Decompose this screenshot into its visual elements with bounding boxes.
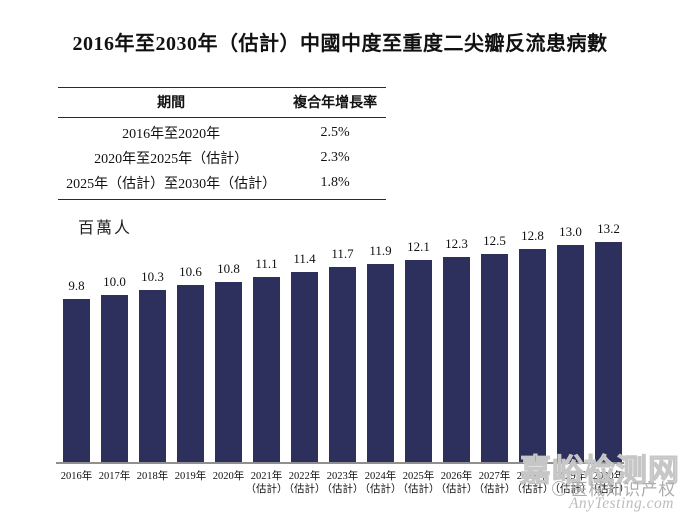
x-axis-estimate-note: （估計）	[321, 484, 364, 495]
cagr-cell: 2.5%	[320, 125, 350, 140]
x-axis-label: 2025年 （估計）	[398, 470, 440, 496]
bar-value-label: 13.0	[559, 224, 582, 239]
x-axis-year: 2024年	[364, 471, 397, 482]
bar-2025年	[405, 260, 432, 462]
bar-value-label: 12.5	[483, 233, 506, 248]
x-axis-label: 2018年	[137, 470, 169, 483]
cagr-table: 期間 複合年增長率 2016年至2020年 2.5% 2020年至2025年（估計）…	[58, 87, 386, 200]
x-axis-estimate-note: （估計）	[283, 484, 326, 495]
cagr-cell: 2.3%	[320, 150, 350, 165]
y-axis-unit-label: 百萬人	[78, 220, 133, 237]
bar-2018年	[139, 290, 166, 462]
bar-2028年	[519, 249, 546, 462]
x-axis-year: 2017年	[98, 471, 131, 482]
bar-2027年	[481, 254, 508, 462]
bar-value-label: 10.3	[141, 269, 164, 284]
x-axis-estimate-note: （估計）	[587, 484, 630, 495]
bar-value-label: 11.9	[369, 243, 392, 258]
cagr-table-header-row: 期間 複合年增長率	[58, 87, 386, 118]
bar-value-label: 9.8	[68, 278, 85, 293]
x-axis-label: 2017年	[99, 470, 131, 483]
bar-value-label: 13.2	[597, 221, 620, 236]
x-axis-estimate-note: （估計）	[397, 484, 440, 495]
bar-2021年	[253, 277, 280, 462]
bar-2026年	[443, 257, 470, 462]
cagr-table-row: 2025年（估計）至2030年（估計） 1.8%	[58, 171, 386, 200]
x-axis-label: 2016年	[61, 470, 93, 483]
x-axis-year: 2029年	[554, 471, 587, 482]
bar-2022年	[291, 272, 318, 462]
x-axis-label: 2024年 （估計）	[360, 470, 402, 496]
bar-2029年	[557, 245, 584, 462]
bar-2024年	[367, 264, 394, 462]
x-axis-year: 2018年	[136, 471, 169, 482]
x-axis-label: 2023年 （估計）	[322, 470, 364, 496]
x-axis-year: 2020年	[212, 471, 245, 482]
bar-value-label: 12.8	[521, 228, 544, 243]
bar-value-label: 11.4	[293, 251, 316, 266]
bar-2023年	[329, 267, 356, 462]
bar-2019年	[177, 285, 204, 462]
x-axis-estimate-note: （估計）	[359, 484, 402, 495]
x-axis-label: 2022年 （估計）	[284, 470, 326, 496]
x-axis-year: 2022年	[288, 471, 321, 482]
cagr-table-body: 2016年至2020年 2.5% 2020年至2025年（估計） 2.3% 2025年（…	[58, 118, 386, 200]
period-cell: 2020年至2025年（估計）	[94, 152, 249, 167]
x-axis-year: 2025年	[402, 471, 435, 482]
x-axis-year: 2028年	[516, 471, 549, 482]
x-axis-estimate-note: （估計）	[549, 484, 592, 495]
x-axis-label: 2019年	[175, 470, 207, 483]
bar-value-label: 10.8	[217, 261, 240, 276]
period-column-header: 期間	[157, 96, 186, 111]
bar-2017年	[101, 295, 128, 462]
x-axis-label: 2021年 （估計）	[246, 470, 288, 496]
x-axis-label: 2029年 （估計）	[550, 470, 592, 496]
x-axis-label: 2030年 （估計）	[588, 470, 630, 496]
x-axis-label: 2027年 （估計）	[474, 470, 516, 496]
x-axis-year: 2021年	[250, 471, 283, 482]
bar-value-label: 10.0	[103, 274, 126, 289]
x-axis-label: 2026年 （估計）	[436, 470, 478, 496]
x-axis-estimate-note: （估計）	[511, 484, 554, 495]
page-title: 2016年至2030年（估計）中國中度至重度二尖瓣反流患病數	[72, 33, 608, 55]
bar-2016年	[63, 299, 90, 462]
x-axis-year: 2019年	[174, 471, 207, 482]
bar-value-label: 12.3	[445, 236, 468, 251]
bar-value-label: 12.1	[407, 239, 430, 254]
period-cell: 2016年至2020年	[122, 127, 221, 142]
bar-2020年	[215, 282, 242, 462]
x-axis-year: 2023年	[326, 471, 359, 482]
x-axis-estimate-note: （估計）	[245, 484, 288, 495]
cagr-table-row: 2020年至2025年（估計） 2.3%	[58, 146, 386, 171]
x-axis-estimate-note: （估計）	[435, 484, 478, 495]
x-axis-label: 2020年	[213, 470, 245, 483]
bar-chart-plot: 9.8 10.0 10.3 10.6 10.8 11.1 11.4 11.7 11.9 12.1 1…	[56, 221, 624, 464]
bar-value-label: 11.7	[331, 246, 354, 261]
period-cell: 2025年（估計）至2030年（估計）	[66, 177, 277, 192]
cagr-table-row: 2016年至2020年 2.5%	[58, 118, 386, 147]
x-axis-year: 2027年	[478, 471, 511, 482]
cagr-column-header: 複合年增長率	[293, 96, 378, 111]
x-axis-estimate-note: （估計）	[473, 484, 516, 495]
bar-value-label: 10.6	[179, 264, 202, 279]
x-axis-year: 2026年	[440, 471, 473, 482]
x-axis-label: 2028年 （估計）	[512, 470, 554, 496]
bar-2030年	[595, 242, 622, 462]
x-axis-year: 2030年	[592, 471, 625, 482]
x-axis-year: 2016年	[60, 471, 93, 482]
bar-chart: 9.8 10.0 10.3 10.6 10.8 11.1 11.4 11.7 11.9 12.1 1…	[56, 221, 631, 510]
cagr-cell: 1.8%	[320, 175, 350, 190]
bar-value-label: 11.1	[255, 256, 278, 271]
